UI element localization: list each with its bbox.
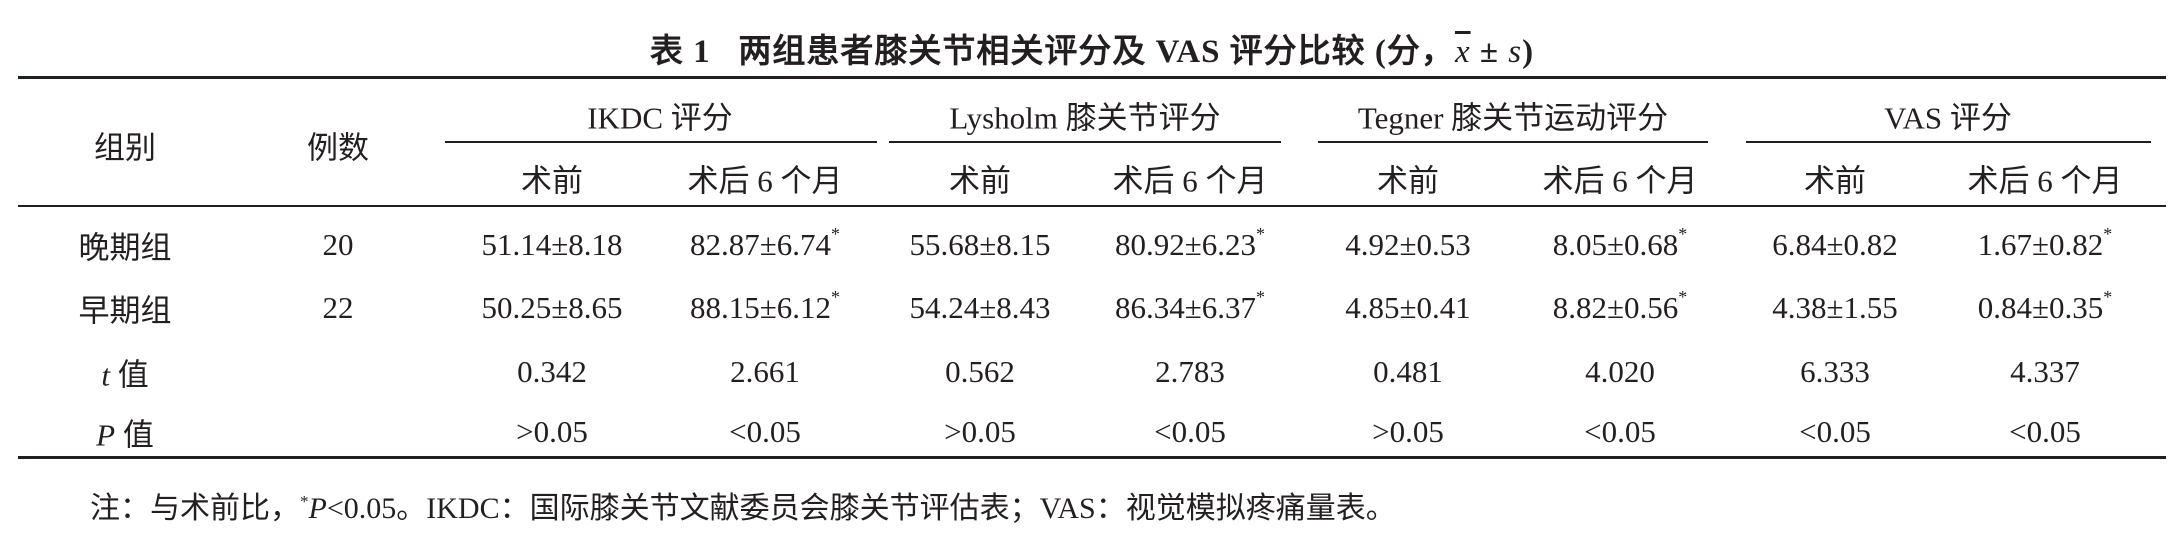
t-value: 4.020 xyxy=(1585,354,1655,389)
table-cell: 86.34±6.37* xyxy=(1114,286,1266,325)
table-caption: 表 1 两组患者膝关节相关评分及 VAS 评分比较 (分，x ± s) xyxy=(0,24,2184,72)
table-cell: 54.24±8.43 xyxy=(909,290,1051,325)
table-cell: 8.05±0.68* xyxy=(1552,223,1688,262)
table-cell: 6.84±0.82 xyxy=(1772,227,1898,262)
table-cell: 51.14±8.18 xyxy=(481,227,623,262)
caption-text: 两组患者膝关节相关评分及 VAS 评分比较 (分， xyxy=(738,34,1455,70)
header-vas: VAS 评分 xyxy=(1884,100,2012,136)
table-cell: 0.84±0.35* xyxy=(1977,286,2113,325)
row-n: 20 xyxy=(322,227,354,262)
t-value: 6.333 xyxy=(1800,354,1870,389)
row-n: 22 xyxy=(322,290,354,325)
plus-minus: ± xyxy=(1479,34,1499,70)
table-cell: 50.25±8.65 xyxy=(481,290,623,325)
subheader-post: 术后 6 个月 xyxy=(687,163,843,199)
table-cell: 82.87±6.74* xyxy=(689,223,841,262)
p-value: >0.05 xyxy=(1372,414,1444,449)
t-value: 0.562 xyxy=(945,354,1015,389)
subheader-pre: 术前 xyxy=(1377,163,1439,199)
group-rule-ikdc xyxy=(445,141,877,143)
header-ikdc: IKDC 评分 xyxy=(587,100,733,136)
note-mark: * xyxy=(300,492,309,511)
subheader-post: 术后 6 个月 xyxy=(1112,163,1268,199)
header-rule xyxy=(18,205,2166,207)
t-value: 0.342 xyxy=(517,354,587,389)
top-rule xyxy=(18,76,2166,79)
bottom-rule xyxy=(18,456,2166,459)
sd-symbol: s xyxy=(1508,34,1523,70)
t-value: 2.783 xyxy=(1155,354,1225,389)
note-rest: <0.05。IKDC：国际膝关节文献委员会膝关节评估表；VAS：视觉模拟疼痛量表… xyxy=(326,492,1396,525)
subheader-pre: 术前 xyxy=(949,163,1011,199)
table-cell: 4.92±0.53 xyxy=(1345,227,1471,262)
p-value: <0.05 xyxy=(1799,414,1871,449)
header-group: 组别 xyxy=(94,130,156,166)
p-value: <0.05 xyxy=(2009,414,2081,449)
table-cell: 80.92±6.23* xyxy=(1114,223,1266,262)
table-label: 表 1 xyxy=(649,34,711,70)
p-value-label: P 值 xyxy=(96,417,154,453)
table-cell: 1.67±0.82* xyxy=(1977,223,2113,262)
header-tegner: Tegner 膝关节运动评分 xyxy=(1357,100,1669,136)
header-lysholm: Lysholm 膝关节评分 xyxy=(949,100,1221,136)
subheader-post: 术后 6 个月 xyxy=(1967,163,2123,199)
table-footnote: 注：与术前比，*P<0.05。IKDC：国际膝关节文献委员会膝关节评估表；VAS… xyxy=(90,483,1396,527)
table-cell: 55.68±8.15 xyxy=(909,227,1051,262)
group-rule-vas xyxy=(1746,141,2151,143)
table-cell: 4.38±1.55 xyxy=(1772,290,1898,325)
p-value: <0.05 xyxy=(1154,414,1226,449)
p-value: <0.05 xyxy=(1584,414,1656,449)
subheader-post: 术后 6 个月 xyxy=(1542,163,1698,199)
row-group: 晚期组 xyxy=(78,230,172,266)
t-value-label: t 值 xyxy=(101,357,149,393)
mean-symbol: x xyxy=(1454,34,1471,70)
subheader-pre: 术前 xyxy=(1804,163,1866,199)
note-p-symbol: P xyxy=(308,492,327,525)
table-cell: 88.15±6.12* xyxy=(689,286,841,325)
table-cell: 4.85±0.41 xyxy=(1345,290,1471,325)
t-value: 2.661 xyxy=(730,354,800,389)
note-prefix: 注：与术前比， xyxy=(90,492,300,525)
group-rule-tegner xyxy=(1318,141,1708,143)
table-cell: 8.82±0.56* xyxy=(1552,286,1688,325)
t-value: 0.481 xyxy=(1373,354,1443,389)
row-group: 早期组 xyxy=(78,293,172,329)
caption-close: ) xyxy=(1522,34,1535,70)
p-value: >0.05 xyxy=(944,414,1016,449)
subheader-pre: 术前 xyxy=(521,163,583,199)
t-value: 4.337 xyxy=(2010,354,2080,389)
p-value: <0.05 xyxy=(729,414,801,449)
header-n: 例数 xyxy=(307,130,369,166)
p-value: >0.05 xyxy=(516,414,588,449)
group-rule-lysholm xyxy=(889,141,1281,143)
